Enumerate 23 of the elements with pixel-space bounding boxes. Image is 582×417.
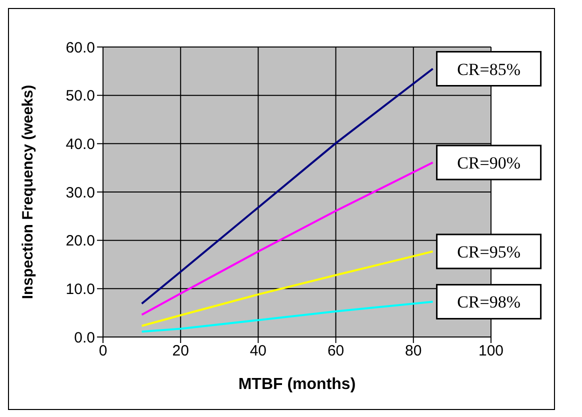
line-series	[140, 162, 434, 316]
y-tick-label: 0.0	[74, 329, 95, 346]
line-series	[140, 250, 434, 327]
x-tick-label: 20	[172, 342, 189, 360]
y-tick-label: 40.0	[66, 136, 95, 153]
series-label: CR=98%	[457, 292, 521, 312]
series-label: CR=95%	[457, 242, 521, 262]
y-tick-label: 60.0	[66, 39, 95, 56]
line-series	[140, 300, 434, 333]
x-tick-label: 100	[478, 342, 504, 360]
x-tick-label: 60	[327, 342, 344, 360]
series-label: CR=90%	[457, 154, 521, 173]
x-tick-label: 0	[98, 342, 108, 360]
y-tick-label: 20.0	[66, 232, 95, 250]
y-tick-label: 10.0	[66, 280, 95, 298]
x-axis-title: MTBF (months)	[238, 376, 356, 393]
y-tick-label: 30.0	[66, 184, 95, 202]
series-label: CR=85%	[457, 60, 521, 79]
x-tick-label: 40	[250, 342, 267, 360]
y-tick-label: 50.0	[66, 88, 95, 105]
line-series	[140, 68, 434, 305]
y-axis-title: Inspection Frequency (weeks)	[19, 84, 36, 300]
x-tick-label: 80	[405, 342, 422, 360]
